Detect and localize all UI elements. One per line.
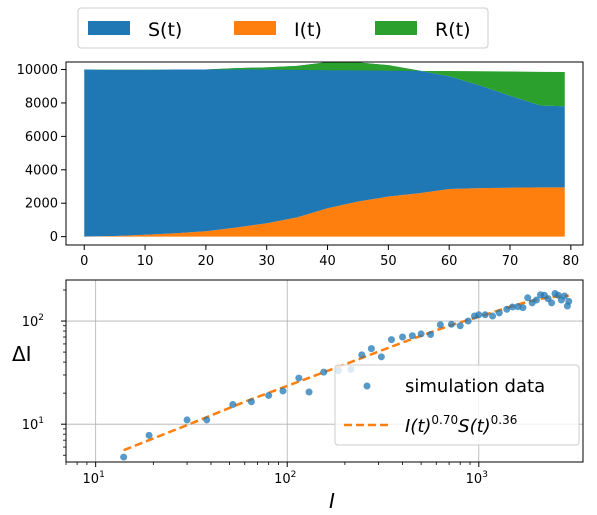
- top-x-tick-label: 50: [380, 254, 397, 269]
- data-point: [427, 331, 435, 339]
- data-point: [279, 387, 287, 395]
- data-point: [367, 345, 375, 353]
- legend-r-label: R(t): [435, 19, 470, 41]
- bottom-x-ticks: 101 102 103: [65, 462, 488, 487]
- area-r: [84, 62, 565, 107]
- data-point: [408, 332, 416, 340]
- legend-r-swatch: [375, 21, 417, 35]
- data-point: [519, 304, 527, 312]
- legend-fit-label: I(t)0.70S(t)0.36: [405, 413, 517, 437]
- data-point: [358, 351, 366, 359]
- top-y-tick-label: 10000: [17, 63, 58, 78]
- top-x-tick-label: 80: [563, 254, 580, 269]
- area-s: [84, 62, 565, 237]
- top-plot-frame: [65, 61, 584, 246]
- data-point: [464, 317, 472, 325]
- top-legend: S(t) I(t) R(t): [77, 7, 489, 49]
- bottom-y-tick-label: 101: [22, 416, 44, 433]
- data-point: [295, 374, 303, 382]
- data-point: [203, 416, 211, 424]
- bottom-y-axis-label: ΔI: [12, 342, 32, 366]
- top-y-ticks: 0 2000 4000 6000 8000 10000: [17, 63, 66, 245]
- top-x-tick-label: 40: [319, 254, 336, 269]
- bottom-series: [120, 289, 573, 461]
- bottom-plot-frame: [65, 279, 584, 463]
- data-point: [145, 431, 153, 439]
- bottom-legend: simulation data I(t)0.70S(t)0.36: [334, 364, 580, 446]
- fit-base-1: I(t): [405, 416, 431, 437]
- fit-exp-1: 0.70: [431, 413, 458, 427]
- top-x-ticks: 0 10 20 30 40 50 60 70 80: [80, 245, 579, 269]
- data-point: [509, 303, 517, 311]
- data-point: [565, 297, 573, 305]
- bottom-x-axis-label: I: [329, 489, 335, 513]
- top-y-tick-label: 2000: [25, 197, 58, 212]
- bottom-x-tick-label: 103: [466, 470, 488, 487]
- top-legend-frame: [77, 7, 489, 49]
- data-point: [320, 368, 328, 376]
- legend-sim-label: simulation data: [405, 376, 545, 397]
- top-x-tick-label: 70: [502, 254, 519, 269]
- data-point: [503, 305, 511, 313]
- area-i: [84, 187, 565, 237]
- data-point: [305, 388, 313, 396]
- legend-i-label: I(t): [294, 19, 322, 41]
- data-point: [229, 401, 237, 409]
- data-point: [399, 333, 407, 341]
- log-scatter-chart: 101 102 103 101 102 I ΔI simulation data I(…: [12, 279, 584, 513]
- top-y-tick-label: 6000: [25, 130, 58, 145]
- data-point: [265, 391, 273, 399]
- top-x-tick-label: 20: [198, 254, 215, 269]
- bottom-legend-frame: [334, 364, 580, 446]
- bottom-x-tick-label: 102: [274, 470, 296, 487]
- data-point: [120, 453, 128, 461]
- data-point: [447, 320, 455, 328]
- fit-base-2: S(t): [458, 416, 491, 437]
- stacked-area-chart: 0 10 20 30 40 50 60 70 80 0 2000 4000 6000 8000 10000: [17, 61, 584, 269]
- data-point: [436, 321, 444, 329]
- fit-exp-2: 0.36: [491, 413, 518, 427]
- data-point: [475, 311, 483, 319]
- top-x-tick-label: 0: [80, 254, 88, 269]
- top-y-tick-label: 0: [50, 230, 58, 245]
- data-point: [183, 416, 191, 424]
- top-x-tick-label: 10: [137, 254, 154, 269]
- top-x-tick-label: 30: [258, 254, 275, 269]
- top-x-tick-label: 60: [441, 254, 458, 269]
- top-areas: [84, 62, 565, 237]
- bottom-y-tick-label: 102: [22, 313, 44, 330]
- data-point: [495, 309, 503, 317]
- legend-s-label: S(t): [148, 19, 182, 41]
- bottom-y-ticks: 101 102: [22, 289, 66, 456]
- data-point: [417, 330, 425, 338]
- bottom-x-tick-label: 101: [83, 470, 105, 487]
- data-point: [481, 311, 489, 319]
- data-point: [548, 299, 556, 307]
- legend-sim-marker: [363, 382, 371, 390]
- data-point: [524, 294, 532, 302]
- data-point: [456, 322, 464, 330]
- data-point: [560, 292, 568, 300]
- data-point: [377, 353, 385, 361]
- legend-s-swatch: [88, 21, 130, 35]
- top-y-tick-label: 4000: [25, 163, 58, 178]
- data-point: [532, 296, 540, 304]
- data-point: [247, 398, 255, 406]
- data-point: [489, 312, 497, 320]
- data-point: [387, 336, 395, 344]
- top-y-tick-label: 8000: [25, 96, 58, 111]
- legend-i-swatch: [234, 21, 276, 35]
